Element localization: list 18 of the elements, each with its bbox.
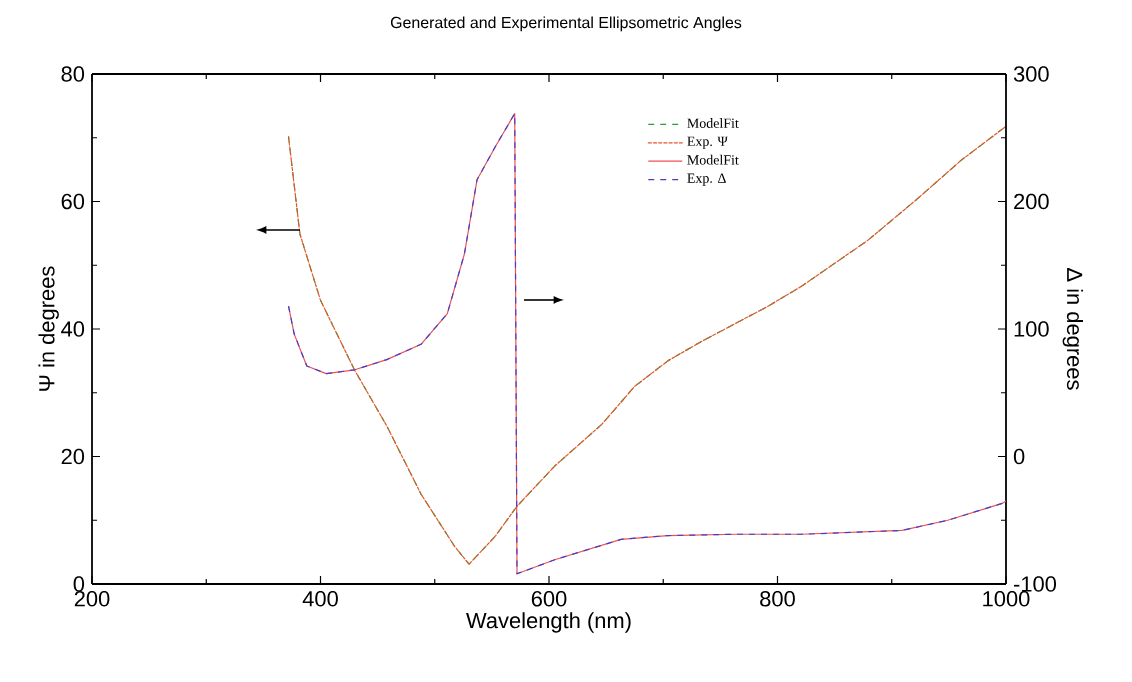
y2-tick-label: 100	[1014, 321, 1049, 337]
x-tick-label: 600	[531, 591, 567, 607]
x-tick-label: 800	[760, 591, 795, 607]
y2-axis-title: Δ in degrees	[1062, 268, 1084, 390]
x-tick-label: 400	[302, 591, 338, 607]
y2-tick-label: -100	[1014, 576, 1057, 592]
y-tick-label: 60	[61, 193, 85, 210]
y2-tick-label: 300	[1013, 66, 1049, 82]
y-tick-label: 0	[73, 576, 85, 592]
x-tick-label: 200	[74, 591, 110, 607]
x-tick-label: 1000	[983, 591, 1030, 607]
y2-tick-label: 200	[1014, 193, 1049, 210]
y-tick-label: 80	[61, 66, 85, 82]
y2-tick-label: 0	[1013, 448, 1025, 465]
x-axis-title: Wavelength (nm)	[466, 612, 631, 633]
y-axis-title: Ψ in degrees	[38, 266, 59, 391]
y-tick-label: 40	[61, 321, 85, 337]
y-tick-label: 20	[61, 448, 85, 465]
